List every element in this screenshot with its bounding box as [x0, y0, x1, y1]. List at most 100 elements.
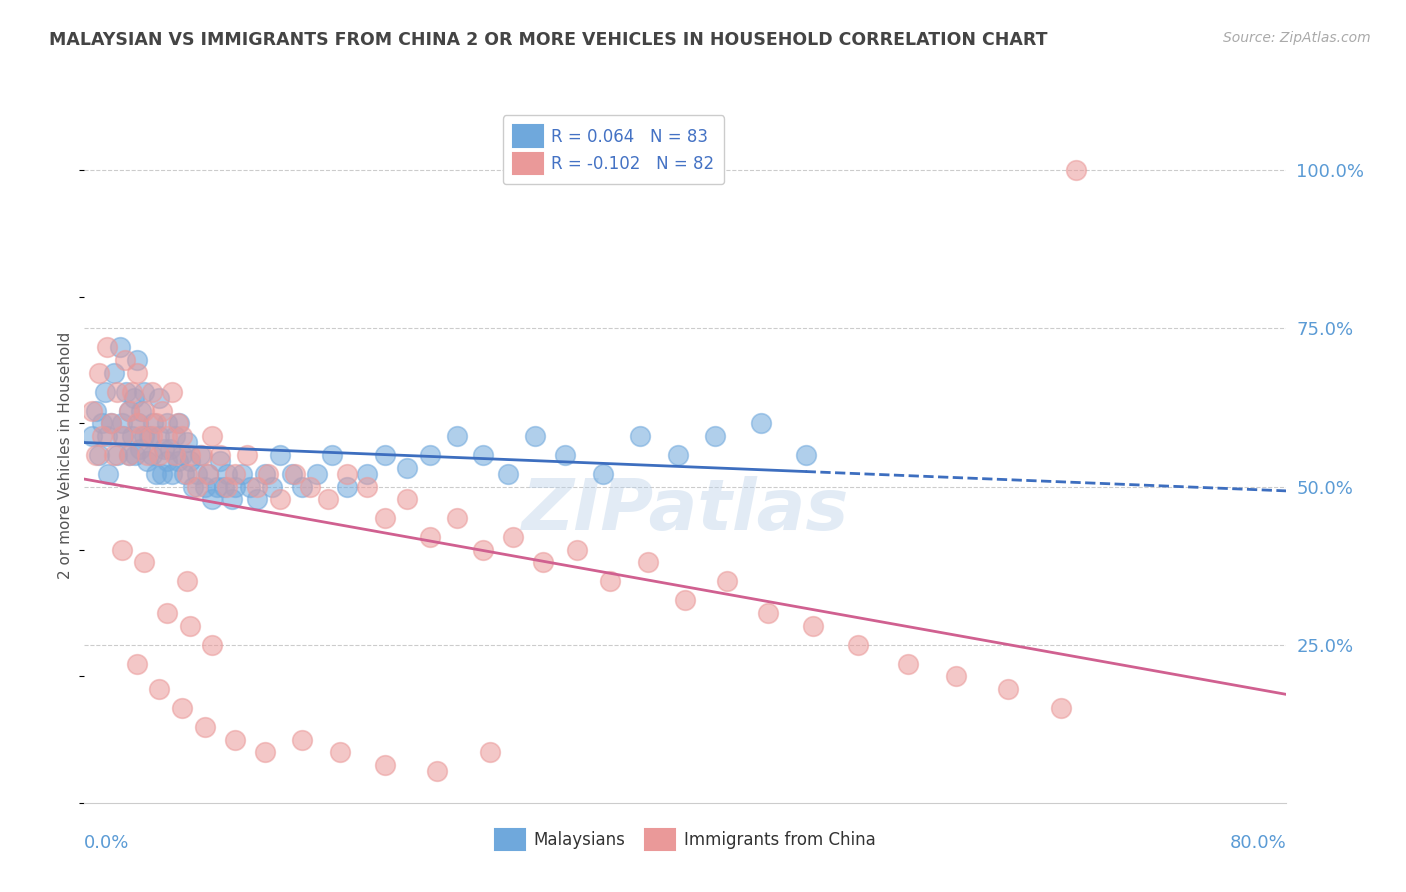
Point: [321, 448, 343, 462]
Point: [426, 764, 449, 779]
Point: [419, 530, 441, 544]
Point: [80, 429, 103, 443]
Point: [194, 720, 217, 734]
Text: 0.0%: 0.0%: [84, 834, 129, 852]
Point: [163, 448, 186, 462]
Point: [103, 448, 125, 462]
Point: [112, 429, 135, 443]
Point: [997, 681, 1019, 696]
Point: [111, 542, 134, 557]
Point: [118, 403, 141, 417]
Point: [201, 492, 224, 507]
Point: [115, 384, 138, 399]
Point: [356, 467, 378, 481]
Point: [446, 429, 468, 443]
Point: [945, 669, 967, 683]
Point: [134, 403, 156, 417]
Point: [224, 732, 246, 747]
Point: [170, 701, 193, 715]
Point: [396, 460, 419, 475]
Point: [224, 479, 246, 493]
Point: [374, 757, 396, 772]
Point: [179, 618, 201, 632]
Point: [141, 384, 163, 399]
Point: [262, 479, 284, 493]
Point: [141, 429, 163, 443]
Point: [599, 574, 621, 589]
Point: [156, 606, 179, 620]
Point: [118, 448, 141, 462]
Point: [152, 467, 174, 481]
Point: [307, 467, 329, 481]
Point: [153, 442, 176, 456]
Point: [159, 442, 181, 456]
Point: [801, 618, 824, 632]
Point: [471, 542, 494, 557]
Point: [336, 467, 359, 481]
Point: [567, 542, 589, 557]
Text: MALAYSIAN VS IMMIGRANTS FROM CHINA 2 OR MORE VEHICLES IN HOUSEHOLD CORRELATION C: MALAYSIAN VS IMMIGRANTS FROM CHINA 2 OR …: [49, 31, 1047, 49]
Point: [125, 417, 148, 431]
Point: [86, 403, 108, 417]
Point: [186, 479, 208, 493]
Point: [217, 479, 239, 493]
Point: [284, 467, 307, 481]
Point: [176, 467, 198, 481]
Point: [253, 467, 276, 481]
Point: [166, 417, 188, 431]
Point: [111, 417, 134, 431]
Point: [167, 417, 190, 431]
Point: [156, 429, 179, 443]
Point: [246, 479, 269, 493]
Point: [221, 492, 243, 507]
Point: [179, 448, 201, 462]
Point: [129, 442, 152, 456]
Point: [121, 429, 143, 443]
Point: [156, 417, 179, 431]
Point: [125, 657, 148, 671]
Point: [134, 429, 156, 443]
Point: [131, 429, 153, 443]
Point: [374, 511, 396, 525]
Point: [291, 732, 314, 747]
Point: [134, 556, 156, 570]
Point: [89, 448, 111, 462]
Point: [637, 556, 659, 570]
Point: [716, 574, 738, 589]
Point: [1064, 163, 1087, 178]
Point: [374, 448, 396, 462]
Point: [197, 467, 219, 481]
Point: [749, 417, 772, 431]
Point: [280, 467, 302, 481]
Legend: Malaysians, Immigrants from China: Malaysians, Immigrants from China: [489, 822, 882, 857]
Point: [208, 454, 231, 468]
Point: [156, 454, 179, 468]
Point: [142, 417, 165, 431]
Point: [131, 403, 153, 417]
Point: [97, 467, 120, 481]
Point: [136, 448, 159, 462]
Point: [794, 448, 817, 462]
Point: [176, 574, 198, 589]
Point: [329, 745, 352, 759]
Point: [628, 429, 651, 443]
Point: [127, 417, 149, 431]
Point: [125, 366, 148, 380]
Point: [208, 448, 231, 462]
Point: [592, 467, 614, 481]
Point: [160, 384, 183, 399]
Point: [231, 467, 253, 481]
Point: [846, 638, 869, 652]
Point: [107, 448, 129, 462]
Point: [145, 417, 167, 431]
Point: [125, 353, 148, 368]
Point: [471, 448, 494, 462]
Point: [531, 556, 554, 570]
Point: [100, 417, 122, 431]
Text: ZIPatlas: ZIPatlas: [522, 476, 849, 545]
Point: [118, 448, 141, 462]
Point: [91, 417, 114, 431]
Point: [188, 448, 211, 462]
Point: [138, 429, 160, 443]
Point: [100, 417, 122, 431]
